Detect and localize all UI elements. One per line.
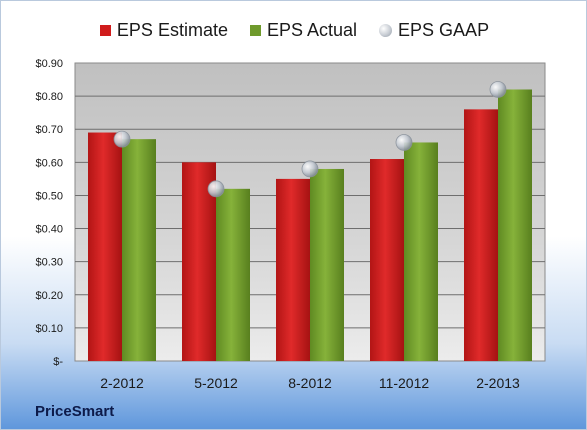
bar-eps-actual [404,142,438,361]
y-tick-label: $0.80 [35,91,63,103]
y-tick-label: $0.50 [35,190,63,202]
marker-eps-gaap [395,134,413,151]
y-tick-label: $- [53,356,63,368]
legend-item-actual: EPS Actual [249,19,358,41]
company-label: PriceSmart [35,403,115,420]
marker-eps-gaap [207,180,225,198]
legend-item-gaap: EPS GAAP [379,20,489,41]
bar-eps-estimate [88,132,122,361]
legend: EPS Estimate EPS Actual EPS GAAP [1,18,586,42]
gaap-markers [113,81,507,198]
x-tick-label: 2-2012 [100,375,144,391]
y-tick-label: $0.70 [35,124,63,136]
legend-label-estimate: EPS Estimate [116,19,228,40]
bar-eps-actual [310,168,344,361]
y-tick-label: $0.30 [35,257,63,269]
y-tick-label: $0.60 [35,157,63,169]
y-tick-label: $0.40 [35,224,63,236]
bar-eps-estimate [182,162,216,361]
x-tick-label: 11-2012 [379,375,430,391]
bar-eps-estimate [276,178,310,361]
x-tick-label: 5-2012 [194,375,238,391]
x-tick-label: 8-2012 [288,375,332,391]
legend-swatch-estimate [99,24,111,36]
legend-marker-gaap [379,23,393,37]
bar-eps-actual [216,188,250,361]
legend-label-gaap: EPS GAAP [398,19,490,40]
y-tick-label: $0.10 [35,323,63,335]
marker-eps-gaap [301,160,319,178]
marker-eps-gaap [113,130,131,148]
y-tick-label: $0.90 [35,58,63,70]
y-axis-ticks: $- $0.10 $0.20 $0.30 $0.40 $0.50 $0.60 $0.70 $0.… [35,58,63,368]
bars [88,89,532,361]
x-axis-ticks: 2-2012 5-2012 8-2012 11-2012 2-2013 [100,375,520,391]
y-tick-label: $0.20 [35,290,63,302]
legend-swatch-actual [249,24,261,36]
marker-eps-gaap [489,81,507,98]
legend-label-actual: EPS Actual [266,19,358,40]
bar-eps-estimate [464,109,498,361]
bar-eps-actual [498,89,532,361]
bar-eps-actual [122,139,156,361]
x-tick-label: 2-2013 [476,375,520,391]
bar-eps-estimate [370,159,404,361]
legend-item-estimate: EPS Estimate [99,19,228,41]
